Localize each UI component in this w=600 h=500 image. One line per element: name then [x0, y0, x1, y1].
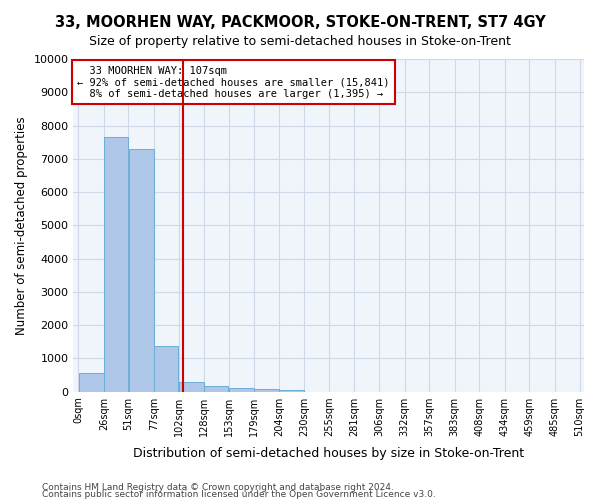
- Bar: [279, 390, 304, 392]
- Text: Contains HM Land Registry data © Crown copyright and database right 2024.: Contains HM Land Registry data © Crown c…: [42, 484, 394, 492]
- Bar: [254, 389, 278, 392]
- Bar: [79, 372, 104, 392]
- Text: Size of property relative to semi-detached houses in Stoke-on-Trent: Size of property relative to semi-detach…: [89, 35, 511, 48]
- Bar: [104, 137, 128, 392]
- Bar: [229, 388, 254, 392]
- Y-axis label: Number of semi-detached properties: Number of semi-detached properties: [15, 116, 28, 334]
- Bar: [128, 150, 154, 392]
- Bar: [179, 382, 204, 392]
- Text: Contains public sector information licensed under the Open Government Licence v3: Contains public sector information licen…: [42, 490, 436, 499]
- X-axis label: Distribution of semi-detached houses by size in Stoke-on-Trent: Distribution of semi-detached houses by …: [133, 447, 524, 460]
- Text: 33 MOORHEN WAY: 107sqm
← 92% of semi-detached houses are smaller (15,841)
  8% o: 33 MOORHEN WAY: 107sqm ← 92% of semi-det…: [77, 66, 390, 99]
- Bar: [205, 386, 229, 392]
- Bar: [154, 346, 178, 392]
- Text: 33, MOORHEN WAY, PACKMOOR, STOKE-ON-TRENT, ST7 4GY: 33, MOORHEN WAY, PACKMOOR, STOKE-ON-TREN…: [55, 15, 545, 30]
